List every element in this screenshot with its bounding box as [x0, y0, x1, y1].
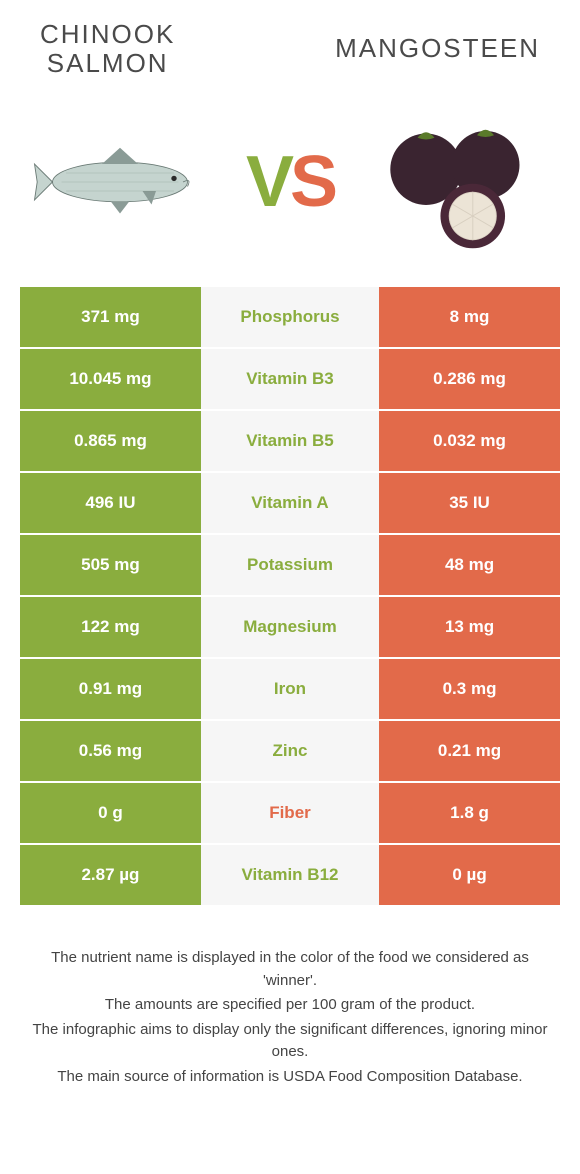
table-row: 496 IUVitamin A35 IU [20, 473, 560, 535]
nutrient-name-cell: Vitamin B12 [201, 845, 379, 905]
table-row: 2.87 µgVitamin B120 µg [20, 845, 560, 907]
right-value-cell: 48 mg [379, 535, 560, 595]
right-value-cell: 0.032 mg [379, 411, 560, 471]
left-value-cell: 371 mg [20, 287, 201, 347]
right-value-cell: 0 µg [379, 845, 560, 905]
nutrient-name-cell: Vitamin A [201, 473, 379, 533]
right-value-cell: 35 IU [379, 473, 560, 533]
footnote-line: The infographic aims to display only the… [30, 1019, 550, 1064]
footnote-line: The main source of information is USDA F… [30, 1066, 550, 1089]
mangosteen-icon [375, 107, 545, 257]
left-value-cell: 505 mg [20, 535, 201, 595]
table-row: 371 mgPhosphorus8 mg [20, 287, 560, 349]
left-value-cell: 10.045 mg [20, 349, 201, 409]
footnote-line: The amounts are specified per 100 gram o… [30, 994, 550, 1017]
vs-label: VS [246, 146, 334, 218]
left-value-cell: 496 IU [20, 473, 201, 533]
nutrient-name-cell: Magnesium [201, 597, 379, 657]
nutrient-name-cell: Potassium [201, 535, 379, 595]
right-food-title: MANGOSTEEN [335, 34, 540, 63]
left-food-title: CHINOOK SALMON [40, 20, 175, 77]
table-row: 122 mgMagnesium13 mg [20, 597, 560, 659]
table-row: 0.865 mgVitamin B50.032 mg [20, 411, 560, 473]
right-value-cell: 0.21 mg [379, 721, 560, 781]
left-value-cell: 2.87 µg [20, 845, 201, 905]
comparison-infographic: CHINOOK SALMON MANGOSTEEN VS [0, 0, 580, 1088]
table-row: 505 mgPotassium48 mg [20, 535, 560, 597]
nutrient-name-cell: Fiber [201, 783, 379, 843]
nutrient-name-cell: Vitamin B5 [201, 411, 379, 471]
nutrient-name-cell: Zinc [201, 721, 379, 781]
right-value-cell: 1.8 g [379, 783, 560, 843]
images-row: VS [0, 87, 580, 287]
table-row: 0.56 mgZinc0.21 mg [20, 721, 560, 783]
right-value-cell: 0.286 mg [379, 349, 560, 409]
left-value-cell: 0.91 mg [20, 659, 201, 719]
right-value-cell: 13 mg [379, 597, 560, 657]
left-value-cell: 0 g [20, 783, 201, 843]
table-row: 10.045 mgVitamin B30.286 mg [20, 349, 560, 411]
salmon-icon [30, 132, 210, 232]
nutrient-table: 371 mgPhosphorus8 mg10.045 mgVitamin B30… [20, 287, 560, 907]
nutrient-name-cell: Phosphorus [201, 287, 379, 347]
left-value-cell: 122 mg [20, 597, 201, 657]
left-value-cell: 0.56 mg [20, 721, 201, 781]
right-food-image [370, 102, 550, 262]
vs-s: S [290, 142, 334, 222]
footnote-line: The nutrient name is displayed in the co… [30, 947, 550, 992]
table-row: 0 gFiber1.8 g [20, 783, 560, 845]
left-food-image [30, 102, 210, 262]
nutrient-name-cell: Iron [201, 659, 379, 719]
nutrient-name-cell: Vitamin B3 [201, 349, 379, 409]
left-value-cell: 0.865 mg [20, 411, 201, 471]
vs-v: V [246, 142, 290, 222]
right-value-cell: 8 mg [379, 287, 560, 347]
titles-row: CHINOOK SALMON MANGOSTEEN [0, 0, 580, 87]
table-row: 0.91 mgIron0.3 mg [20, 659, 560, 721]
footnotes: The nutrient name is displayed in the co… [0, 907, 580, 1088]
right-value-cell: 0.3 mg [379, 659, 560, 719]
